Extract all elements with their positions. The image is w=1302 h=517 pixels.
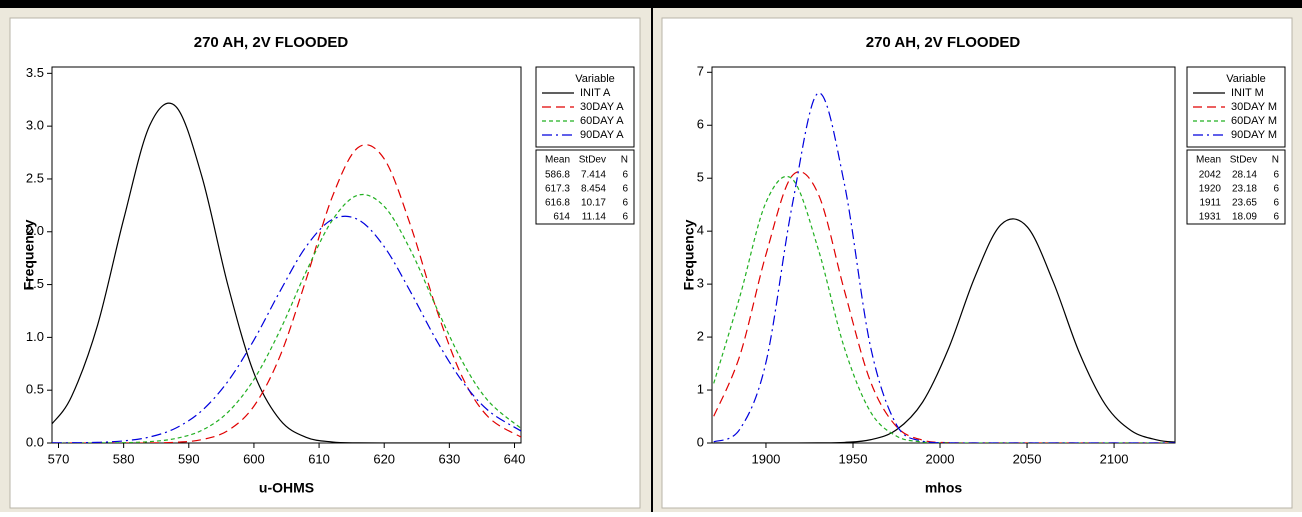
- y-tick-label: 4: [697, 223, 704, 238]
- y-tick-label: 1.5: [26, 276, 44, 291]
- stats-cell: 10.17: [581, 198, 606, 209]
- x-tick-label: 2100: [1100, 451, 1129, 466]
- stats-cell: 11.14: [582, 212, 607, 223]
- x-axis-label: u-OHMS: [259, 480, 314, 496]
- legend-title: Variable: [1226, 73, 1266, 85]
- legend-label: INIT M: [1231, 87, 1264, 99]
- stats-cell: 23.18: [1232, 184, 1257, 195]
- x-tick-label: 2000: [926, 451, 955, 466]
- y-tick-label: 7: [697, 64, 704, 79]
- stats-cell: 28.14: [1232, 170, 1257, 181]
- stats-box: [535, 149, 635, 225]
- y-tick-label: 3: [697, 276, 704, 291]
- x-tick-label: 640: [504, 451, 526, 466]
- x-axis-label: mhos: [925, 480, 963, 496]
- stats-cell: 1911: [1199, 198, 1221, 209]
- y-axis-label: Frequency: [681, 219, 697, 290]
- legend-label: 90DAY A: [580, 129, 624, 141]
- plot-area: [51, 66, 522, 444]
- stats-cell: 586.8: [545, 170, 570, 181]
- x-tick-label: 1950: [839, 451, 868, 466]
- stats-header: StDev: [1230, 155, 1257, 166]
- x-tick-label: 2050: [1013, 451, 1042, 466]
- y-tick-label: 3.0: [26, 118, 44, 133]
- legend-label: 90DAY M: [1231, 129, 1277, 141]
- stats-header: Mean: [545, 155, 570, 166]
- x-tick-label: 630: [438, 451, 460, 466]
- legend-label: 30DAY A: [580, 101, 624, 113]
- legend-label: 30DAY M: [1231, 101, 1277, 113]
- stats-cell: 23.65: [1232, 198, 1257, 209]
- legend-box: [1186, 66, 1286, 148]
- stats-cell: 616.8: [545, 198, 570, 209]
- y-tick-label: 0.0: [26, 434, 44, 449]
- y-tick-label: 5: [697, 170, 704, 185]
- stats-header: Mean: [1196, 155, 1221, 166]
- density-line: [52, 193, 521, 443]
- stats-cell: 1920: [1199, 184, 1222, 195]
- legend-title: Variable: [575, 73, 615, 85]
- y-tick-label: 3.5: [26, 65, 44, 80]
- legend-box: [535, 66, 635, 148]
- stats-cell: 6: [1273, 212, 1279, 223]
- x-tick-label: 620: [373, 451, 395, 466]
- chart-title: 270 AH, 2V FLOODED: [866, 34, 1021, 51]
- stats-header: StDev: [579, 155, 606, 166]
- legend-label: 60DAY M: [1231, 115, 1277, 127]
- stats-box: [1186, 149, 1286, 225]
- stats-cell: 2042: [1199, 170, 1222, 181]
- stats-cell: 6: [1273, 198, 1279, 209]
- stats-cell: 6: [622, 198, 628, 209]
- stats-cell: 6: [622, 212, 628, 223]
- x-tick-label: 600: [243, 451, 265, 466]
- y-tick-label: 2.0: [26, 223, 44, 238]
- stats-cell: 6: [622, 184, 628, 195]
- y-tick-label: 1: [697, 381, 704, 396]
- plot-area: [711, 66, 1176, 444]
- stats-cell: 18.09: [1232, 212, 1257, 223]
- density-line: [52, 215, 521, 443]
- stats-cell: 6: [622, 170, 628, 181]
- stats-cell: 617.3: [545, 184, 570, 195]
- stats-cell: 1931: [1199, 212, 1222, 223]
- x-tick-label: 570: [48, 451, 70, 466]
- stats-cell: 7.414: [581, 170, 606, 181]
- y-tick-label: 0: [697, 434, 704, 449]
- y-axis-label: Frequency: [21, 219, 37, 290]
- legend-label: INIT A: [580, 87, 611, 99]
- x-tick-label: 580: [113, 451, 135, 466]
- stats-cell: 6: [1273, 170, 1279, 181]
- stats-cell: 6: [1273, 184, 1279, 195]
- stats-header: N: [1272, 155, 1279, 166]
- y-tick-label: 0.5: [26, 382, 44, 397]
- density-line: [713, 218, 1175, 443]
- y-tick-label: 2.5: [26, 170, 44, 185]
- x-tick-label: 1900: [751, 451, 780, 466]
- stats-cell: 8.454: [581, 184, 606, 195]
- y-tick-label: 2: [697, 329, 704, 344]
- stats-cell: 614: [553, 212, 570, 223]
- x-tick-label: 590: [178, 451, 200, 466]
- y-tick-label: 1.0: [26, 329, 44, 344]
- density-line: [52, 102, 521, 443]
- legend-label: 60DAY A: [580, 115, 624, 127]
- chart-title: 270 AH, 2V FLOODED: [194, 34, 349, 51]
- stats-header: N: [621, 155, 628, 166]
- x-tick-label: 610: [308, 451, 330, 466]
- y-tick-label: 6: [697, 117, 704, 132]
